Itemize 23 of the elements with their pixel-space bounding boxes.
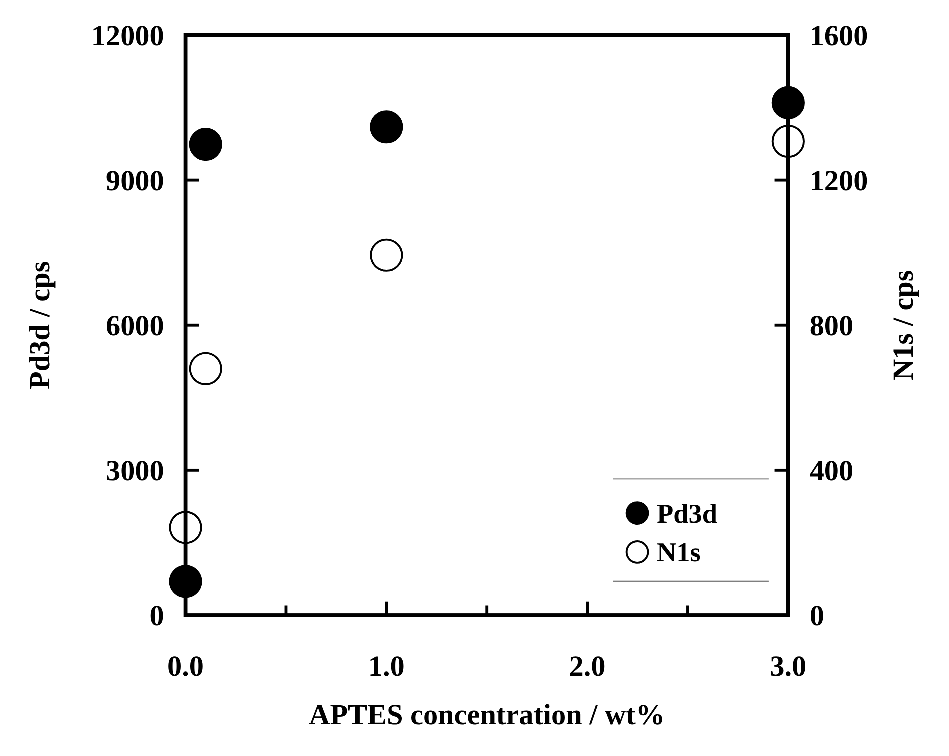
y2-tick-label: 800 — [810, 310, 854, 343]
point — [189, 128, 222, 162]
y-tick-label: 0 — [150, 600, 164, 633]
legend-label: Pd3d — [656, 498, 718, 529]
y-tick-label: 9000 — [106, 166, 164, 198]
y2-tick-label: 1200 — [810, 166, 868, 198]
x-tick-label: 3.0 — [770, 650, 807, 683]
y2-tick-label: 1600 — [810, 20, 868, 52]
y-tick-label: 12000 — [91, 20, 164, 52]
x-tick-label: 1.0 — [368, 650, 405, 683]
y2-tick-label: 400 — [810, 456, 854, 488]
y-axis-title: Pd3d / cps — [24, 261, 56, 390]
x-axis-title: APTES concentration / wt% — [309, 700, 666, 732]
point — [370, 110, 404, 144]
y-tick-label: 3000 — [106, 456, 164, 488]
legend-label: N1s — [656, 538, 701, 568]
x-tick-label: 2.0 — [569, 650, 606, 683]
y2-axis-title: N1s / cps — [888, 270, 920, 381]
y2-tick-label: 0 — [810, 600, 824, 633]
y-tick-label: 6000 — [106, 310, 164, 343]
point — [370, 238, 404, 272]
x-tick-label: 0.0 — [168, 650, 204, 683]
point — [189, 352, 222, 386]
